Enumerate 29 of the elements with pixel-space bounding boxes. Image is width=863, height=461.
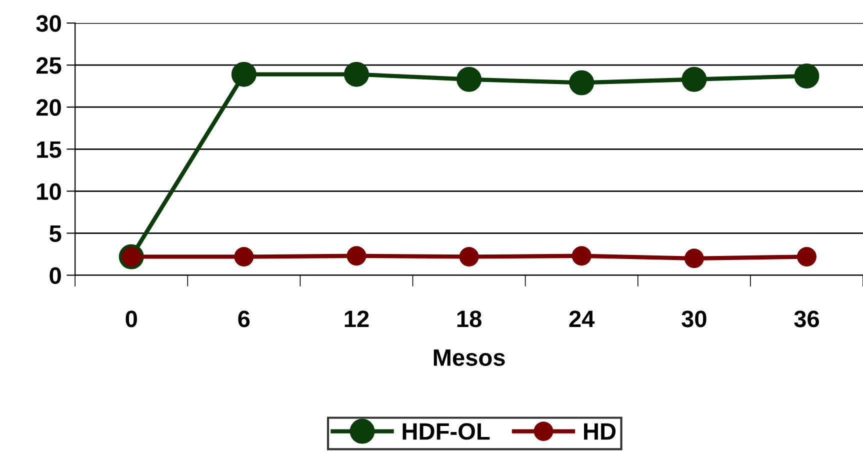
y-tick-label: 0 xyxy=(50,267,61,284)
legend-label: HDF-OL xyxy=(402,423,490,440)
point xyxy=(344,62,369,87)
point xyxy=(794,64,820,89)
x-tick-label: 12 xyxy=(344,310,369,328)
x-tick-label: 24 xyxy=(569,310,595,328)
point xyxy=(572,246,592,266)
x-axis-title: Mesos xyxy=(434,349,505,366)
point xyxy=(682,66,707,92)
point xyxy=(796,247,816,266)
point xyxy=(684,248,704,268)
point xyxy=(234,247,254,266)
y-tick-label: 25 xyxy=(36,57,62,74)
x-tick-label: 18 xyxy=(457,310,482,328)
legend-label: HD xyxy=(584,423,616,440)
point xyxy=(456,66,482,92)
x-tick-label: 30 xyxy=(682,310,706,328)
point xyxy=(459,247,479,266)
x-tick-label: 36 xyxy=(794,310,819,328)
y-tick-label: 10 xyxy=(37,183,61,200)
point xyxy=(346,246,366,266)
point xyxy=(569,70,594,96)
x-tick-label: 6 xyxy=(238,310,250,328)
y-tick-label: 5 xyxy=(49,226,62,242)
x-tick-label: 0 xyxy=(126,310,137,328)
y-tick-label: 15 xyxy=(37,141,62,158)
y-tick-label: 30 xyxy=(36,15,61,32)
point xyxy=(231,62,256,87)
y-tick-label: 20 xyxy=(36,99,61,116)
